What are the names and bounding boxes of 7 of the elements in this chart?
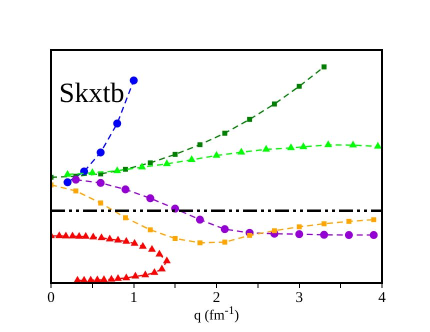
x-tick-label: 3 <box>296 290 303 306</box>
x-tick-label: 4 <box>378 290 386 306</box>
x-tick-label: 0 <box>47 290 55 306</box>
x-tick-label: 2 <box>212 290 220 306</box>
annotation: Skxtb <box>59 78 124 109</box>
x-tick-label: 1 <box>130 290 138 306</box>
x-axis-title: q (fm$^{-1}$) <box>192 304 240 325</box>
